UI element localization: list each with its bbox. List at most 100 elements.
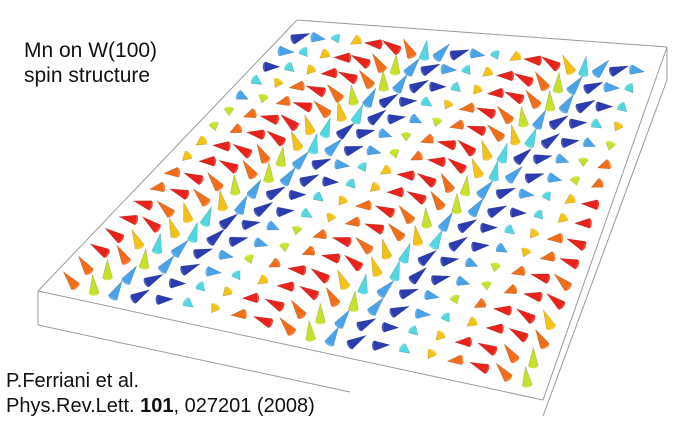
spin-cone-base: [496, 158, 507, 164]
spin-cone-base: [346, 237, 352, 247]
spin-cone-base: [279, 137, 286, 147]
spin-cone-base: [515, 51, 522, 60]
spin-cone-icon: [263, 161, 274, 182]
spin-cone-base: [497, 134, 505, 142]
spin-cone-base: [504, 224, 512, 233]
spin-cone-base: [200, 135, 208, 145]
spin-cone-base: [300, 208, 307, 217]
citation-volume: 101: [140, 395, 174, 417]
spin-cone-base: [381, 322, 387, 332]
spin-cone-base: [476, 191, 485, 199]
spin-cone-base: [518, 122, 529, 128]
spin-cone-base: [420, 195, 427, 205]
spin-cone-base: [450, 82, 458, 90]
slab-edge-back: [296, 19, 668, 48]
spin-cone-base: [275, 162, 286, 168]
spin-cone-base: [570, 176, 580, 182]
spin-cone-base: [147, 200, 153, 211]
spin-cone-base: [362, 101, 372, 108]
spin-cone-base: [554, 62, 561, 72]
spin-cone-base: [403, 69, 412, 77]
spin-cone-base: [352, 75, 358, 84]
spin-cone-base: [499, 88, 504, 98]
spin-cone-base: [587, 218, 592, 229]
spin-cone-base: [528, 364, 539, 369]
spin-cone-base: [470, 316, 478, 325]
spin-cone-base: [324, 340, 334, 347]
spin-cone-base: [449, 51, 455, 61]
spin-cone-base: [541, 191, 551, 198]
spin-cone-base: [399, 289, 405, 300]
spin-cone-base: [614, 121, 624, 128]
spin-cone-base: [603, 82, 608, 92]
spin-cone-base: [308, 149, 318, 155]
spin-cone-base: [406, 217, 415, 225]
spin-cone-base: [184, 150, 193, 159]
spin-cone-base: [441, 157, 446, 167]
spin-cone-base: [108, 294, 118, 301]
spin-cone-base: [470, 102, 475, 113]
spin-cone-base: [378, 128, 384, 138]
spin-cone-base: [258, 93, 269, 99]
spin-cone-base: [605, 159, 612, 169]
spin-cone-base: [208, 121, 219, 127]
spin-cone-base: [550, 251, 556, 262]
spin-cone-base: [530, 228, 539, 236]
spin-cone-base: [285, 96, 291, 106]
spin-cone-base: [367, 200, 372, 210]
spin-cone-base: [197, 175, 204, 185]
spin-cone-icon: [198, 155, 215, 167]
spin-cone-base: [135, 243, 145, 250]
spin-cone-base: [440, 64, 446, 74]
spin-cone-base: [445, 186, 455, 193]
spin-cone-base: [499, 324, 504, 334]
spin-cone-base: [335, 95, 344, 103]
spin-cone-base: [334, 159, 339, 170]
spin-cone-base: [85, 268, 94, 275]
spin-cone-base: [121, 278, 130, 285]
spin-cone-base: [336, 131, 344, 140]
spin-cone-icon: [431, 81, 448, 93]
spin-cone-base: [290, 34, 296, 44]
spin-cone-base: [578, 72, 588, 77]
spin-cone-base: [226, 141, 231, 152]
spin-cone-base: [409, 113, 416, 123]
spin-cone-icon: [229, 173, 241, 194]
spin-cone-icon: [305, 319, 317, 341]
spin-cone-base: [323, 275, 330, 284]
spin-cone-base: [608, 67, 615, 77]
spin-cone-base: [355, 35, 362, 44]
spin-cone-base: [284, 62, 292, 70]
spin-cone-base: [560, 138, 566, 148]
spin-cone-base: [578, 157, 589, 163]
caption-line-1: Mn on W(100): [24, 39, 158, 62]
spin-cone-base: [594, 200, 600, 210]
spin-cone-base: [266, 221, 273, 230]
spin-cone-base: [417, 257, 425, 266]
spin-cones: [62, 31, 646, 388]
spin-cone-base: [520, 266, 526, 276]
spin-cone-base: [440, 312, 450, 319]
spin-cone-base: [511, 284, 518, 294]
spin-cone-base: [467, 210, 477, 218]
spin-cone-base: [533, 154, 538, 165]
spin-cone-base: [480, 223, 485, 233]
citation-authors: P.Ferriani et al.: [6, 370, 140, 392]
spin-cone-base: [459, 165, 467, 174]
spin-cone-base: [510, 356, 520, 364]
spin-cone-base: [260, 129, 266, 140]
spin-cone-base: [372, 182, 381, 190]
spin-cone-base: [335, 253, 341, 264]
spin-cone-base: [382, 254, 392, 260]
spin-cone-base: [299, 177, 306, 187]
spin-cone-base: [310, 32, 316, 42]
citation-reference: Phys.Rev.Lett. 101, 027201 (2008): [6, 395, 315, 417]
spin-cone-base: [234, 209, 244, 215]
spin-cone-base: [182, 297, 190, 306]
spin-cone-base: [474, 84, 483, 92]
spin-cone-base: [384, 164, 392, 174]
spin-cone-base: [261, 274, 269, 283]
spin-cone-base: [389, 208, 395, 218]
spin-cone-base: [324, 148, 332, 157]
spin-cone-base: [428, 134, 434, 144]
